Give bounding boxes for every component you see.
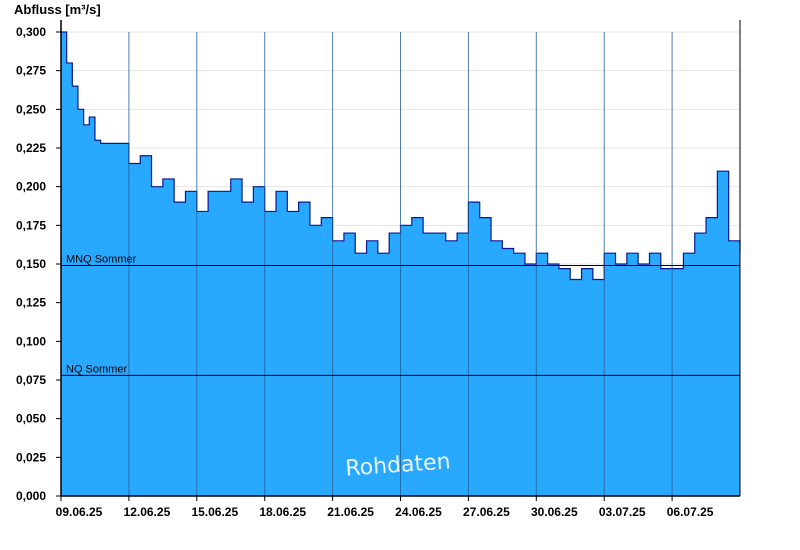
x-tick-label: 12.06.25 (124, 505, 171, 519)
y-tick-label: 0,100 (16, 334, 46, 348)
y-tick-label: 0,050 (16, 412, 46, 426)
x-tick-label: 06.07.25 (667, 505, 714, 519)
reference-line-label: MNQ Sommer (66, 254, 137, 266)
vertical-gridlines (128, 32, 673, 496)
y-tick-label: 0,225 (16, 141, 46, 155)
reference-lines: MNQ Sommer NQ Sommer (61, 254, 740, 376)
x-tick-label: 03.07.25 (599, 505, 646, 519)
x-tick-label: 15.06.25 (191, 505, 238, 519)
axes (56, 20, 741, 501)
y-tick-label: 0,125 (16, 296, 46, 310)
discharge-line (61, 31, 741, 281)
x-tick-label: 21.06.25 (327, 505, 374, 519)
x-tick-label: 24.06.25 (395, 505, 442, 519)
y-tick-label: 0,275 (16, 64, 46, 78)
y-tick-labels: 0,000 0,025 0,050 0,075 0,100 0,125 0,150 0,175… (16, 25, 46, 503)
reference-line-label: NQ Sommer (66, 363, 127, 375)
y-tick-label: 0,250 (16, 102, 46, 116)
y-tick-label: 0,000 (16, 489, 46, 503)
x-tick-label: 30.06.25 (531, 505, 578, 519)
y-tick-label: 0,300 (16, 25, 46, 39)
x-tick-label: 09.06.25 (56, 505, 103, 519)
y-tick-label: 0,150 (16, 257, 46, 271)
y-axis-label: Abfluss [m³/s] (14, 2, 101, 17)
y-tick-label: 0,175 (16, 218, 46, 232)
y-tick-label: 0,025 (16, 450, 46, 464)
x-tick-label: 27.06.25 (463, 505, 510, 519)
y-tick-label: 0,200 (16, 180, 46, 194)
x-tick-labels: 09.06.25 12.06.25 15.06.25 18.06.25 21.06.25… (56, 505, 714, 519)
y-tick-label: 0,075 (16, 373, 46, 387)
x-tick-label: 18.06.25 (259, 505, 306, 519)
